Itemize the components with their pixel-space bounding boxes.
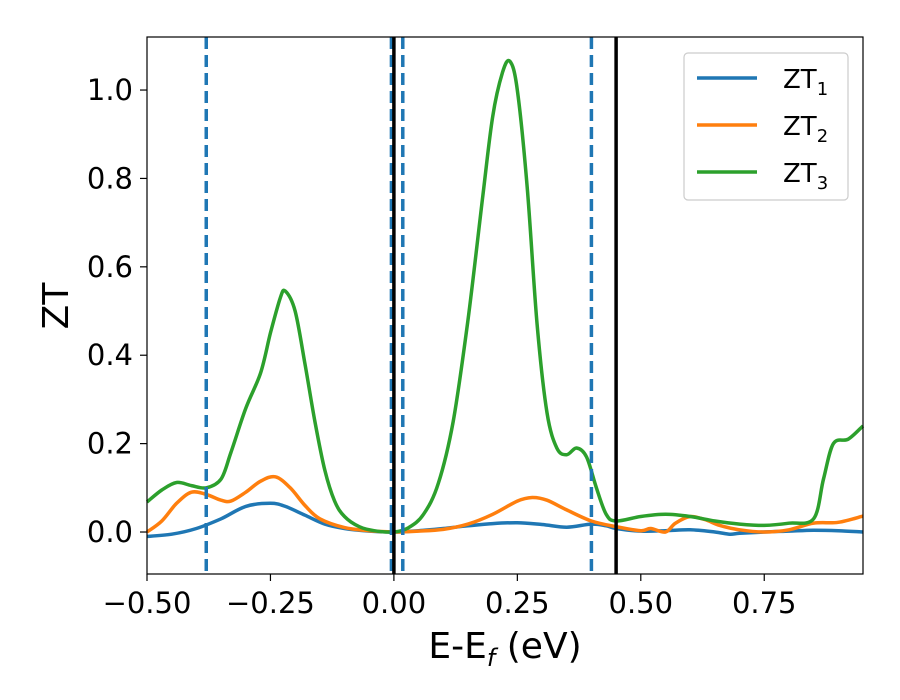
x-axis-title: E-Ef (eV) [428,626,581,672]
x-tick-label: 0.50 [609,586,674,620]
series-lines [145,58,865,539]
x-tick-label: −0.50 [103,586,192,620]
x-axis-ticks: −0.50 −0.25 0.00 0.25 0.50 0.75 [103,574,797,620]
x-axis-title-main: E-E [428,626,486,667]
plot-frame [146,36,864,575]
legend-label-zt1: ZT1 [783,65,828,100]
x-tick-label: 0.75 [732,586,797,620]
x-axis-title-tail: (eV) [495,626,581,667]
y-tick-label: 0.4 [87,338,133,372]
series-line-zt2 [145,474,864,534]
y-tick-label: 0.8 [87,161,133,195]
series-line-zt1 [146,501,864,539]
legend-label-zt3: ZT3 [783,159,828,194]
reference-lines [204,37,618,574]
y-tick-label: 1.0 [87,73,133,107]
x-tick-label: 0.00 [362,586,427,620]
y-axis-title: ZT [36,282,77,330]
legend-box [683,52,849,201]
y-tick-label: 0.6 [87,250,133,284]
legend: ZT1 ZT2 ZT3 [683,52,849,201]
legend-label-zt2: ZT2 [783,112,828,147]
y-axis-ticks: 0.0 0.2 0.4 0.6 0.8 1.0 [87,73,147,549]
y-tick-label: 0.2 [87,427,133,461]
x-tick-label: −0.25 [226,586,315,620]
x-tick-label: 0.25 [485,586,550,620]
y-tick-label: 0.0 [87,515,133,549]
series-line-zt3 [145,58,865,534]
